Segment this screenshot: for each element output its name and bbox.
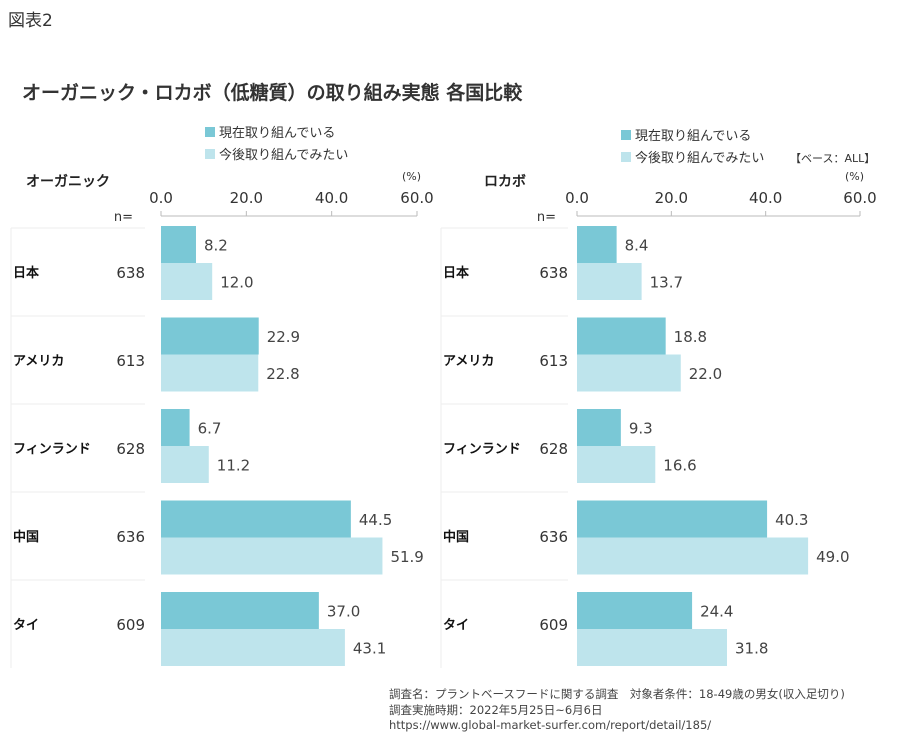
category-label: フィンランド: [443, 442, 521, 457]
bar: [577, 354, 681, 392]
category-label: タイ: [13, 618, 39, 633]
bar: [577, 592, 693, 629]
category-label: アメリカ: [13, 354, 64, 369]
tick-label: 40.0: [749, 189, 782, 207]
bar: [161, 537, 383, 575]
data-label: 9.3: [629, 420, 653, 438]
category-label: 日本: [13, 265, 39, 281]
n-value: 636: [116, 528, 145, 546]
data-label: 12.0: [220, 274, 253, 292]
data-label: 31.8: [735, 640, 768, 658]
chart-title: オーガニック・ロカボ（低糖質）の取り組み実態 各国比較: [22, 82, 523, 104]
legend-label: 現在取り組んでいる: [635, 129, 751, 144]
bar: [577, 263, 642, 300]
bar: [161, 354, 259, 392]
n-label: n=: [114, 210, 133, 225]
bar: [577, 226, 617, 263]
bar: [161, 263, 213, 300]
n-value: 628: [116, 440, 145, 458]
bar: [577, 446, 656, 483]
n-value: 609: [116, 616, 145, 634]
category-label: 日本: [443, 265, 469, 281]
data-label: 44.5: [359, 511, 392, 529]
n-value: 636: [539, 528, 568, 546]
n-value: 613: [539, 352, 568, 370]
panel-title: ロカボ: [484, 174, 526, 190]
bar: [161, 592, 319, 629]
data-label: 40.3: [775, 511, 808, 529]
base-note: 【ベース：ALL】: [790, 152, 876, 165]
legend-swatch: [621, 130, 631, 140]
data-label: 6.7: [198, 420, 222, 438]
data-label: 18.8: [674, 328, 707, 346]
data-label: 16.6: [663, 457, 696, 475]
panel-title: オーガニック: [26, 174, 110, 190]
category-label: フィンランド: [13, 442, 91, 457]
tick-label: 60.0: [843, 189, 876, 207]
unit-label: (%): [402, 170, 421, 183]
n-value: 609: [539, 616, 568, 634]
tick-label: 20.0: [655, 189, 688, 207]
category-label: 中国: [13, 529, 39, 545]
legend-swatch: [205, 127, 215, 137]
bar: [161, 500, 351, 538]
category-label: タイ: [443, 618, 469, 633]
bar: [161, 317, 259, 355]
data-label: 24.4: [700, 603, 733, 621]
figure-label: 図表2: [8, 11, 53, 31]
n-label: n=: [537, 210, 556, 225]
n-value: 638: [539, 264, 568, 282]
bar: [161, 629, 345, 666]
data-label: 22.0: [689, 365, 722, 383]
category-label: アメリカ: [443, 354, 494, 369]
legend-swatch: [205, 149, 215, 159]
data-label: 11.2: [217, 457, 250, 475]
data-label: 22.9: [267, 328, 300, 346]
bar: [577, 409, 621, 446]
data-label: 43.1: [353, 640, 386, 658]
bar: [161, 226, 196, 263]
data-label: 13.7: [650, 274, 683, 292]
data-label: 51.9: [390, 548, 423, 566]
n-value: 638: [116, 264, 145, 282]
bar: [577, 500, 768, 538]
tick-label: 0.0: [565, 189, 589, 207]
bar: [161, 409, 190, 446]
tick-label: 0.0: [149, 189, 173, 207]
tick-label: 40.0: [315, 189, 348, 207]
bar: [577, 629, 727, 666]
legend-label: 現在取り組んでいる: [219, 126, 335, 141]
legend-swatch: [621, 152, 631, 162]
category-label: 中国: [443, 529, 469, 545]
n-value: 628: [539, 440, 568, 458]
unit-label: (%): [845, 170, 864, 183]
bar: [577, 537, 809, 575]
source-url: https://www.global-market-surfer.com/rep…: [389, 718, 712, 732]
tick-label: 60.0: [400, 189, 433, 207]
n-value: 613: [116, 352, 145, 370]
data-label: 8.4: [625, 237, 649, 255]
data-label: 22.8: [266, 365, 299, 383]
legend-label: 今後取り組んでみたい: [635, 150, 764, 166]
bar: [161, 446, 209, 483]
legend-label: 今後取り組んでみたい: [219, 147, 348, 163]
data-label: 37.0: [327, 603, 360, 621]
data-label: 49.0: [816, 548, 849, 566]
data-label: 8.2: [204, 237, 228, 255]
source-survey-period: 調査実施時期：2022年5月25日~6月6日: [389, 703, 603, 717]
bar: [577, 317, 666, 355]
source-survey-name: 調査名：プラントベースフードに関する調査 対象者条件：18-49歳の男女(収入足…: [389, 687, 845, 701]
tick-label: 20.0: [230, 189, 263, 207]
